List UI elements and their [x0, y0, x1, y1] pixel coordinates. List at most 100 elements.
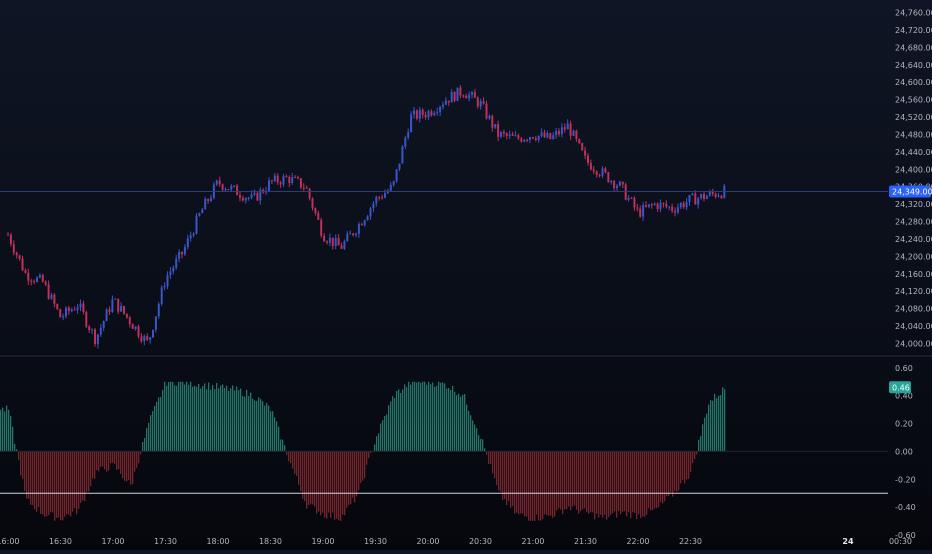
oscillator-bar [698, 439, 700, 452]
oscillator-bar [388, 405, 390, 452]
candle-body [198, 213, 201, 216]
candle-body [569, 123, 572, 136]
oscillator-bar [330, 451, 332, 518]
candle-body [674, 210, 676, 213]
candle-body [642, 205, 645, 217]
candle-body [268, 180, 270, 191]
oscillator-bar [690, 451, 692, 472]
oscillator-bar [138, 451, 140, 464]
oscillator-bar [94, 451, 96, 479]
oscillator-bar [146, 428, 148, 452]
oscillator-bar [670, 451, 672, 493]
candle-body [320, 219, 323, 236]
oscillator-bar [234, 390, 236, 452]
oscillator-bar [178, 381, 180, 452]
oscillator-bar [174, 385, 176, 452]
oscillator-bar [2, 407, 4, 452]
oscillator-bar [62, 451, 64, 521]
oscillator-bar [264, 405, 266, 452]
candle-body [256, 192, 259, 201]
candle-body [587, 155, 589, 163]
candle-body [665, 203, 668, 207]
oscillator-bar [170, 381, 172, 452]
candle-body [125, 313, 128, 318]
candle-body [317, 212, 320, 220]
candle-body [395, 169, 398, 182]
price-tick-label: 24,520.00 [895, 113, 932, 122]
price-tick-label: 24,040.00 [895, 322, 932, 331]
candle-body [589, 162, 592, 170]
oscillator-bar [500, 451, 502, 492]
candle-body [178, 251, 181, 259]
candle-body [705, 195, 708, 199]
candle-body [270, 180, 273, 182]
candle-body [668, 206, 671, 208]
oscillator-bar [326, 451, 328, 519]
oscillator-tick-label: 0.40 [895, 392, 913, 401]
candle-body [618, 181, 621, 186]
oscillator-bar [154, 405, 156, 452]
price-tick-label: 24,480.00 [895, 130, 932, 139]
oscillator-bar [102, 451, 104, 467]
oscillator-bar [86, 451, 88, 492]
oscillator-bar [612, 451, 614, 514]
oscillator-bar [240, 388, 242, 452]
oscillator-axis[interactable]: 0.60 0.40 0.20 0.00 -0.20 -0.40 -0.60 [895, 364, 916, 540]
oscillator-bar [300, 451, 302, 492]
oscillator-bar [474, 424, 476, 452]
oscillator-bar [84, 451, 86, 501]
oscillator-bar [506, 451, 508, 506]
oscillator-bar [504, 451, 506, 500]
price-tick-label: 24,720.00 [895, 26, 932, 35]
candle-body [676, 207, 679, 213]
time-tick-label: 19:00 [311, 537, 334, 546]
oscillator-bar [272, 411, 274, 452]
candle-body [691, 193, 694, 196]
oscillator-bar [248, 396, 250, 452]
candle-body [41, 275, 44, 282]
oscillator-tick-label: -0.20 [895, 475, 916, 484]
candle-body [88, 326, 91, 331]
candle-body [627, 197, 630, 200]
candle-body [328, 237, 331, 243]
candle-body [442, 104, 444, 107]
oscillator-bar [482, 439, 484, 452]
candle-body [392, 181, 395, 185]
oscillator-bar [496, 451, 498, 486]
time-axis[interactable]: 16:00 16:30 17:00 17:30 18:00 18:30 19:00 19:30… [0, 537, 932, 546]
oscillator-bar [442, 382, 444, 452]
oscillator-bar [584, 451, 586, 509]
oscillator-bar [186, 381, 188, 452]
oscillator-bar [212, 384, 214, 452]
price-axis[interactable]: 24,760.00 24,720.00 24,680.00 24,640.00 24,6… [895, 9, 932, 349]
oscillator-bar [64, 451, 66, 517]
price-tick-label: 24,640.00 [895, 61, 932, 70]
oscillator-bar [374, 444, 376, 452]
oscillator-bar [436, 385, 438, 452]
candle-body [21, 258, 24, 271]
oscillator-bar [184, 384, 186, 452]
candle-body [601, 168, 604, 176]
oscillator-bar [242, 396, 244, 452]
candle-body [239, 195, 241, 198]
oscillator-bar [8, 409, 10, 452]
candle-body [671, 206, 674, 211]
candle-body [616, 185, 618, 188]
candle-body [294, 176, 297, 178]
time-tick-label: 18:00 [206, 537, 229, 546]
candle-body [12, 244, 15, 253]
oscillator-bar [22, 451, 24, 479]
candle-body [53, 294, 56, 304]
oscillator-bar [576, 451, 578, 510]
oscillator-bar [488, 451, 490, 464]
oscillator-bar [622, 451, 624, 512]
oscillator-bar [106, 451, 108, 472]
oscillator-bar [386, 414, 388, 452]
candle-body [154, 316, 157, 330]
oscillator-bar [28, 451, 30, 499]
candle-body [241, 197, 244, 201]
oscillator-bar [232, 385, 234, 452]
oscillator-bar [574, 451, 576, 506]
